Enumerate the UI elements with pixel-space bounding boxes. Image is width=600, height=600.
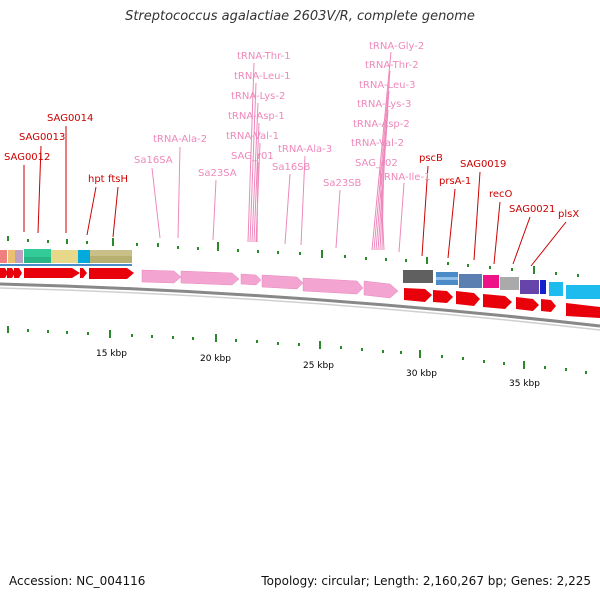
feature-label-trna-lys-2: tRNA-Lys-2	[231, 91, 285, 102]
feature-label-sag0014: SAG0014	[47, 113, 93, 124]
feature-label-trna-gly-2: tRNA-Gly-2	[369, 41, 424, 52]
feature-label-trna-ala-2: tRNA-Ala-2	[153, 134, 207, 145]
rna-track	[141, 269, 399, 299]
feature-label-sag0021: SAG0021	[509, 204, 555, 215]
feature-label-trna-ile-1: tRNA-Ile-1	[380, 172, 430, 183]
pink-labels: Sa16SA tRNA-Ala-2 Sa23SA tRNA-Thr-1 tRNA…	[134, 41, 430, 189]
feature-label-trna-leu-3: tRNA-Leu-3	[359, 80, 415, 91]
feature-label-ftsh: ftsH	[108, 174, 128, 185]
feature-label-sa23sa: Sa23SA	[198, 168, 237, 179]
scale-label: 35 kbp	[509, 379, 540, 389]
feature-label-trna-asp-1: tRNA-Asp-1	[228, 111, 285, 122]
scale-label: 20 kbp	[200, 354, 231, 364]
feature-label-sag-r02: SAG_r02	[355, 158, 398, 169]
feature-label-trna-val-1: tRNA-Val-1	[226, 131, 279, 142]
feature-label-sa23sb: Sa23SB	[323, 178, 362, 189]
red-labels: SAG0012 SAG0013 SAG0014 hpt ftsH pscB pr…	[4, 113, 579, 220]
cog-track-left	[0, 249, 132, 263]
cds-track-right	[404, 288, 600, 318]
feature-label-trna-leu-1: tRNA-Leu-1	[234, 71, 290, 82]
feature-label-sag0019: SAG0019	[460, 159, 506, 170]
feature-label-prsa1: prsA-1	[439, 176, 471, 187]
leader-lines-pink	[151, 51, 405, 253]
genome-backbone-shadow	[0, 287, 600, 331]
feature-label-reco: recO	[489, 189, 513, 200]
feature-label-sa16sa: Sa16SA	[134, 155, 173, 166]
leader-lines-red	[23, 126, 567, 267]
feature-label-sag-r01: SAG_r01	[231, 151, 274, 162]
feature-label-trna-lys-3: tRNA-Lys-3	[357, 99, 411, 110]
feature-label-sag0012: SAG0012	[4, 152, 50, 163]
scale-label: 25 kbp	[303, 361, 334, 371]
feature-label-plsx: plsX	[558, 209, 579, 220]
scale-label: 30 kbp	[406, 369, 437, 379]
feature-label-trna-val-2: tRNA-Val-2	[351, 138, 404, 149]
feature-label-sag0013: SAG0013	[19, 132, 65, 143]
cog-track-left-strip	[0, 264, 132, 266]
scale-label: 15 kbp	[96, 349, 127, 359]
feature-label-trna-asp-2: tRNA-Asp-2	[353, 119, 410, 130]
accession-label: Accession: NC_004116	[9, 574, 146, 588]
outer-ticks	[7, 326, 587, 374]
cog-track-right	[403, 270, 600, 299]
feature-label-trna-ala-3: tRNA-Ala-3	[278, 144, 332, 155]
feature-label-trna-thr-1: tRNA-Thr-1	[237, 51, 291, 62]
feature-label-hpt: hpt	[88, 174, 105, 185]
genome-backbone	[0, 282, 600, 328]
feature-label-sa16sb: Sa16SB	[272, 162, 311, 173]
topology-label: Topology: circular; Length: 2,160,267 bp…	[261, 574, 591, 588]
map-title: Streptococcus agalactiae 2603V/R, comple…	[125, 9, 475, 24]
cds-track-left	[0, 268, 134, 279]
feature-label-trna-thr-2: tRNA-Thr-2	[365, 60, 419, 71]
scale-labels: 15 kbp 20 kbp 25 kbp 30 kbp 35 kbp	[96, 349, 540, 389]
inner-ticks	[7, 236, 579, 277]
feature-label-pscb: pscB	[419, 153, 443, 164]
